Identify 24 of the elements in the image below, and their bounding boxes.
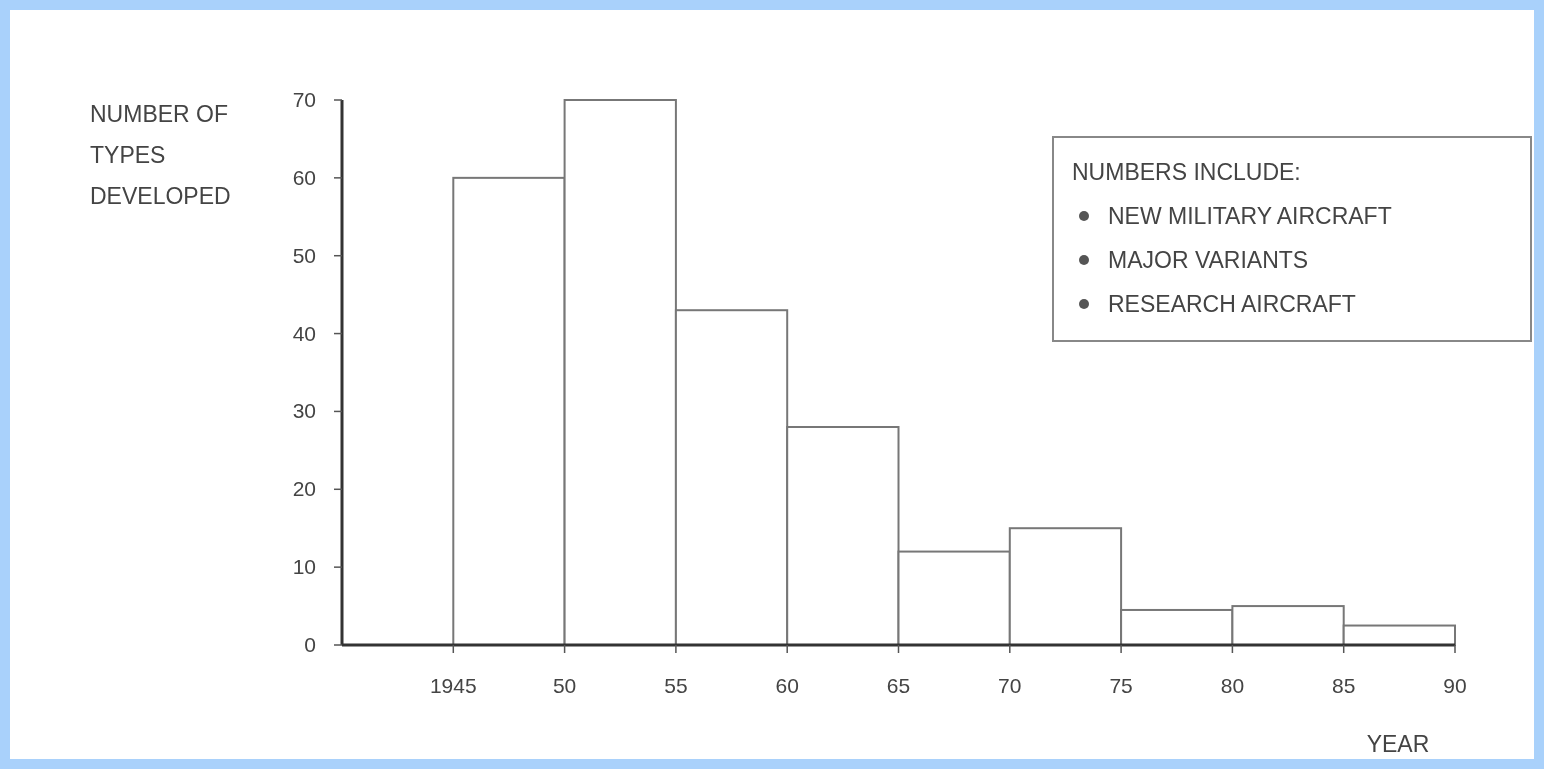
x-tick-label: 50	[552, 674, 577, 697]
x-tick-label: 90	[1443, 674, 1467, 697]
y-tick-label: 70	[292, 88, 316, 111]
y-tick-label: 60	[292, 165, 316, 189]
y-tick-label: 10	[292, 555, 316, 579]
y-tick-label: 40	[292, 321, 316, 345]
x-tick-label: 85	[1332, 674, 1356, 697]
annotation: NEW MILITARY AIRCRAFT	[1108, 203, 1392, 229]
annotation: NUMBERS INCLUDE:	[1072, 159, 1301, 185]
x-axis-title: YEAR	[1366, 731, 1430, 757]
y-tick-label: 50	[292, 243, 316, 267]
x-tick-label: 1945	[429, 674, 477, 697]
y-tick-label: 0	[304, 633, 316, 656]
annotation: RESEARCH AIRCRAFT	[1108, 291, 1356, 317]
x-tick-label: 55	[664, 674, 688, 697]
x-tick-label: 75	[1109, 674, 1133, 697]
x-tick-label: 80	[1220, 674, 1245, 697]
x-tick-label: 60	[775, 674, 799, 697]
y-tick-label: 20	[292, 477, 316, 501]
y-axis-title: NUMBER OF TYPES DEVELOPED	[90, 101, 231, 209]
annotation: MAJOR VARIANTS	[1108, 247, 1309, 273]
x-tick-label: 65	[886, 674, 911, 697]
y-tick-label: 30	[292, 399, 316, 423]
x-tick-label: 70	[998, 674, 1022, 697]
